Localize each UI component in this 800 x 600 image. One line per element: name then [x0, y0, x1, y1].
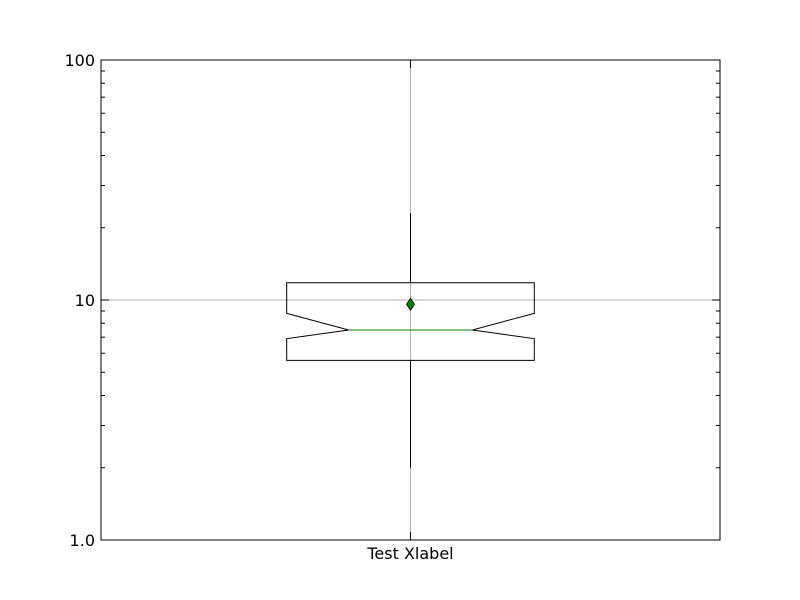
y-tick-label: 10	[75, 291, 95, 310]
notched-box	[286, 282, 535, 361]
tick-layer: 1.0 10 100	[64, 51, 720, 550]
plot-frame	[100, 59, 721, 541]
y-tick-label: 100	[64, 51, 95, 70]
x-axis-label: Test Xlabel	[366, 544, 453, 563]
y-tick-label: 1.0	[70, 531, 95, 550]
box-layer	[286, 213, 535, 468]
mean-marker	[406, 297, 415, 311]
